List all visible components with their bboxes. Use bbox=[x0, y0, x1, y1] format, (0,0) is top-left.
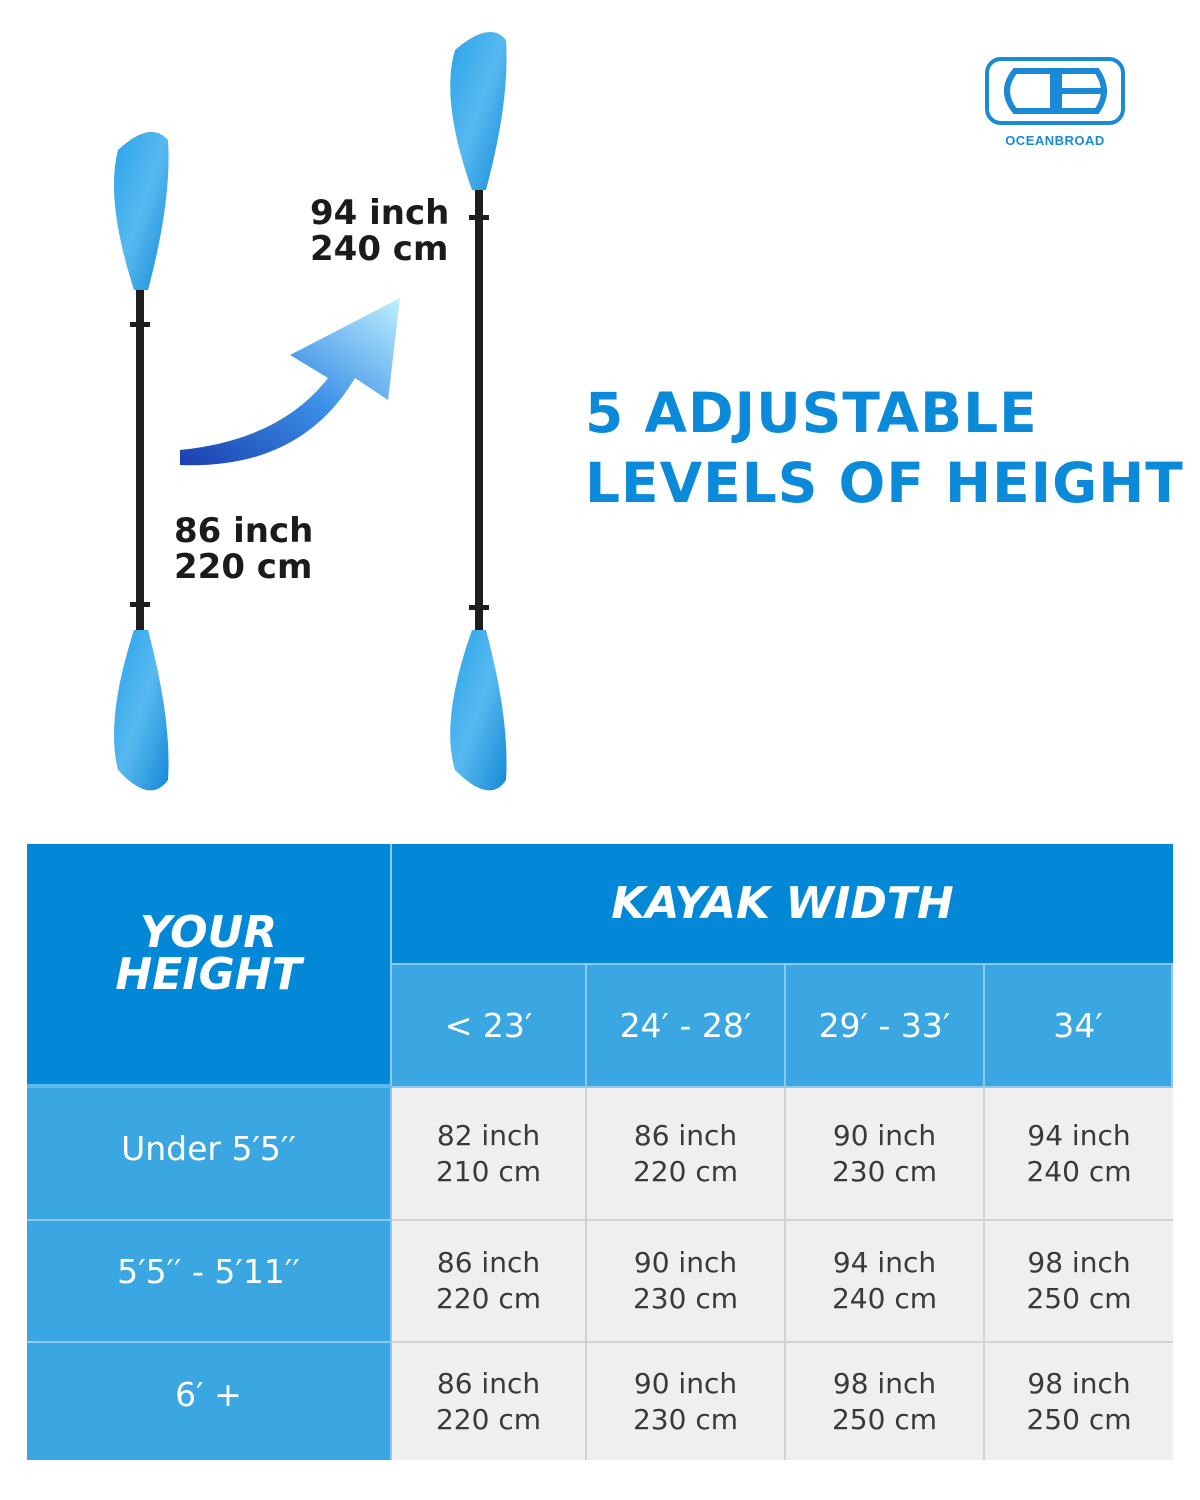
table-cell: 86 inch 220 cm bbox=[587, 1088, 786, 1221]
row-header: Under 5′5′′ bbox=[27, 1088, 392, 1221]
table-cell: 98 inch 250 cm bbox=[985, 1343, 1173, 1460]
table-cell: 94 inch 240 cm bbox=[985, 1088, 1173, 1221]
short-paddle bbox=[113, 132, 169, 791]
column-header: 24′ - 28′ bbox=[587, 965, 786, 1088]
table-cell: 98 inch 250 cm bbox=[786, 1343, 985, 1460]
long-length-callout: 94 inch 240 cm bbox=[310, 195, 449, 267]
headline-line-1: 5 ADJUSTABLE bbox=[585, 381, 1038, 445]
short-length-inch: 86 inch bbox=[174, 511, 314, 551]
short-length-cm: 220 cm bbox=[174, 547, 313, 587]
column-header: 34′ bbox=[985, 965, 1173, 1088]
long-length-inch: 94 inch bbox=[310, 193, 450, 233]
table-cell: 86 inch 220 cm bbox=[392, 1343, 587, 1460]
long-paddle bbox=[450, 32, 507, 791]
column-header: 29′ - 33′ bbox=[786, 965, 985, 1088]
logo-text: OCEANBROAD bbox=[1005, 133, 1105, 148]
row-header: 6′ + bbox=[27, 1343, 392, 1460]
row-header: 5′5′′ - 5′11′′ bbox=[27, 1221, 392, 1343]
kayak-width-header: KAYAK WIDTH bbox=[392, 844, 1173, 965]
column-header: < 23′ bbox=[392, 965, 587, 1088]
headline: 5 ADJUSTABLE LEVELS OF HEIGHT bbox=[585, 378, 1184, 518]
table-cell: 98 inch 250 cm bbox=[985, 1221, 1173, 1343]
brand-logo: OCEANBROAD bbox=[985, 57, 1125, 148]
paddles-illustration bbox=[113, 32, 507, 791]
your-height-line-2: HEIGHT bbox=[115, 949, 302, 1000]
your-height-header: YOUR HEIGHT bbox=[27, 844, 392, 1088]
table-cell: 90 inch 230 cm bbox=[587, 1343, 786, 1460]
paddle-size-table: YOUR HEIGHT KAYAK WIDTH < 23′ 24′ - 28′ … bbox=[27, 844, 1173, 1460]
your-height-line-1: YOUR bbox=[139, 907, 278, 958]
table-cell: 90 inch 230 cm bbox=[786, 1088, 985, 1221]
short-length-callout: 86 inch 220 cm bbox=[174, 513, 313, 585]
table-cell: 86 inch 220 cm bbox=[392, 1221, 587, 1343]
table-cell: 82 inch 210 cm bbox=[392, 1088, 587, 1221]
headline-line-2: LEVELS OF HEIGHT bbox=[585, 451, 1184, 515]
arrow-up-icon bbox=[180, 298, 400, 466]
table-cell: 94 inch 240 cm bbox=[786, 1221, 985, 1343]
long-length-cm: 240 cm bbox=[310, 229, 449, 269]
table-cell: 90 inch 230 cm bbox=[587, 1221, 786, 1343]
logo-mark-icon bbox=[985, 57, 1125, 125]
